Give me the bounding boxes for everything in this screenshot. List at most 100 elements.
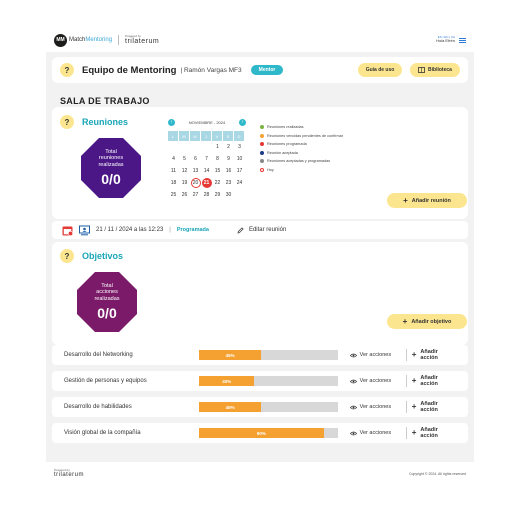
view-actions-label: Ver acciones — [359, 404, 392, 410]
weekday-header: D — [234, 131, 245, 141]
user-greeting: Hola Efrén — [436, 38, 455, 44]
calendar-day[interactable]: 26 — [181, 192, 188, 198]
meeting-row: 21 / 11 / 2024 a las 12:23 | Programada … — [52, 221, 468, 239]
meetings-help-icon[interactable]: ? — [60, 115, 74, 129]
view-actions-button[interactable]: Ver acciones — [349, 430, 401, 436]
calendar-day[interactable]: 10 — [236, 156, 243, 162]
legend-label: Hoy — [267, 167, 274, 172]
add-action-button[interactable]: + Añadir acción — [412, 401, 456, 413]
weekday-header: M — [190, 131, 201, 141]
add-action-button[interactable]: + Añadir acción — [412, 349, 456, 361]
calendar-alarm-icon — [62, 226, 73, 236]
calendar-day[interactable]: 1 — [216, 144, 219, 150]
calendar-day[interactable]: 16 — [225, 168, 232, 174]
legend-label: Reuniones aceptadas y programadas — [267, 159, 331, 164]
calendar-day[interactable]: 14 — [203, 168, 210, 174]
calendar-day[interactable]: 12 — [181, 168, 188, 174]
objective-progress-bar: 45% — [198, 350, 338, 360]
plus-icon: + — [411, 402, 417, 411]
objective-progress-bar: 45% — [198, 402, 338, 412]
actions-total-label: realizadas — [94, 295, 120, 302]
calendar-day[interactable]: 4 — [172, 156, 175, 162]
add-action-button[interactable]: + Añadir acción — [412, 375, 456, 387]
calendar-day[interactable]: 9 — [227, 156, 230, 162]
calendar-day-scheduled[interactable]: 21 — [201, 177, 212, 189]
edit-meeting-button[interactable]: Editar reunión — [237, 226, 286, 234]
footer-trilaterum-logo: Powered by trilaterum — [54, 468, 85, 479]
add-objective-button[interactable]: + Añadir objetivo — [387, 314, 467, 329]
objective-progress-label: 90% — [256, 430, 266, 436]
calendar-day[interactable]: 19 — [181, 180, 188, 186]
add-action-button[interactable]: + Añadir acción — [412, 427, 456, 439]
calendar-empty-cell — [190, 141, 201, 153]
guide-button[interactable]: Guía de uso — [358, 63, 402, 77]
legend-dot-icon — [260, 133, 264, 138]
calendar-day[interactable]: 25 — [170, 192, 177, 198]
footer-brand: trilaterum — [54, 472, 85, 478]
objectives-help-icon[interactable]: ? — [60, 249, 74, 263]
calendar-day[interactable]: 28 — [203, 192, 210, 198]
calendar-day[interactable]: 27 — [192, 192, 199, 198]
legend-label: Reuniones vencidas pendientes de confirm… — [267, 133, 343, 138]
view-actions-button[interactable]: Ver acciones — [349, 352, 401, 358]
calendar-day[interactable]: 23 — [225, 180, 232, 186]
language-switcher[interactable]: ES | EN | CA — [437, 35, 455, 40]
legend-label: Reuniones programada — [267, 142, 307, 147]
meetings-total-label: reuniones — [98, 155, 124, 162]
objective-row: Desarrollo del Networking 45% Ver acciones… — [52, 345, 468, 365]
calendar-day[interactable]: 2 — [227, 144, 230, 150]
logo-wordmark: MatchMentoring — [69, 37, 113, 43]
meetings-total-label: realizadas — [98, 161, 124, 168]
calendar-day[interactable]: 22 — [214, 180, 221, 186]
view-actions-button[interactable]: Ver acciones — [349, 404, 401, 410]
footer-powered-by: Powered by — [54, 468, 70, 472]
calendar-day[interactable]: 18 — [170, 180, 177, 186]
objective-progress-bar: 90% — [198, 428, 338, 438]
calendar-day[interactable]: 3 — [238, 144, 241, 150]
eye-icon — [349, 379, 357, 383]
team-title: Equipo de Mentoring — [82, 64, 177, 76]
calendar-day[interactable]: 11 — [170, 168, 177, 174]
calendar-empty-cell — [179, 141, 190, 153]
meeting-date: 21 / 11 / 2024 a las 12:23 — [96, 227, 164, 233]
legend-dot-icon — [260, 167, 264, 172]
calendar-day[interactable]: 17 — [236, 168, 243, 174]
calendar-grid: L M M J V S D 1 2 3 4 5 6 7 8 9 10 11 12 13 14 15 16 17 18 19 20 21… — [168, 131, 246, 201]
objective-row: Visión global de la compañía 90% Ver accio… — [52, 423, 468, 443]
video-call-icon — [79, 225, 90, 235]
calendar-day[interactable]: 8 — [216, 156, 219, 162]
calendar-day[interactable]: 5 — [183, 156, 186, 162]
add-action-label: Añadir acción — [420, 349, 438, 361]
legend-item: Reuniones realizadas — [260, 123, 343, 132]
header-divider — [118, 35, 120, 45]
add-meeting-button[interactable]: + Añadir reunión — [387, 193, 467, 208]
calendar-day[interactable]: 6 — [194, 156, 197, 162]
eye-icon — [349, 405, 357, 409]
view-actions-label: Ver acciones — [359, 430, 392, 436]
calendar-day[interactable]: 13 — [192, 168, 199, 174]
help-icon[interactable]: ? — [60, 63, 74, 77]
view-actions-button[interactable]: Ver acciones — [349, 378, 401, 384]
calendar-day[interactable]: 24 — [236, 180, 243, 186]
calendar-day-today[interactable]: 20 — [190, 177, 201, 189]
calendar-day[interactable]: 7 — [205, 156, 208, 162]
view-actions-label: Ver acciones — [359, 378, 392, 384]
actions-total-label: Total — [101, 283, 113, 290]
legend-item: Hoy — [260, 166, 343, 175]
objective-progress-fill: 45% — [198, 350, 262, 360]
legend-dot-icon — [260, 142, 264, 147]
objective-name: Visión global de la compañía — [64, 430, 141, 436]
prev-month-button[interactable]: ‹ — [168, 118, 175, 126]
calendar-day[interactable]: 29 — [214, 192, 221, 198]
top-header: MM MatchMentoring Powered by trilaterum … — [46, 28, 474, 52]
mentoring-team-bar: ? Equipo de Mentoring | Ramón Vargas MF3… — [52, 57, 468, 83]
next-month-button[interactable]: › — [239, 118, 246, 126]
plus-icon: + — [411, 376, 417, 385]
matchmentoring-logo[interactable]: MM MatchMentoring — [54, 33, 113, 47]
calendar-day[interactable]: 30 — [225, 192, 232, 198]
meetings-panel: ? Reuniones Total reuniones realizadas 0… — [52, 107, 468, 219]
objectives-title: Objetivos — [82, 251, 124, 261]
menu-icon[interactable] — [459, 37, 466, 43]
calendar-day[interactable]: 15 — [214, 168, 221, 174]
library-button[interactable]: Biblioteca — [410, 63, 460, 77]
